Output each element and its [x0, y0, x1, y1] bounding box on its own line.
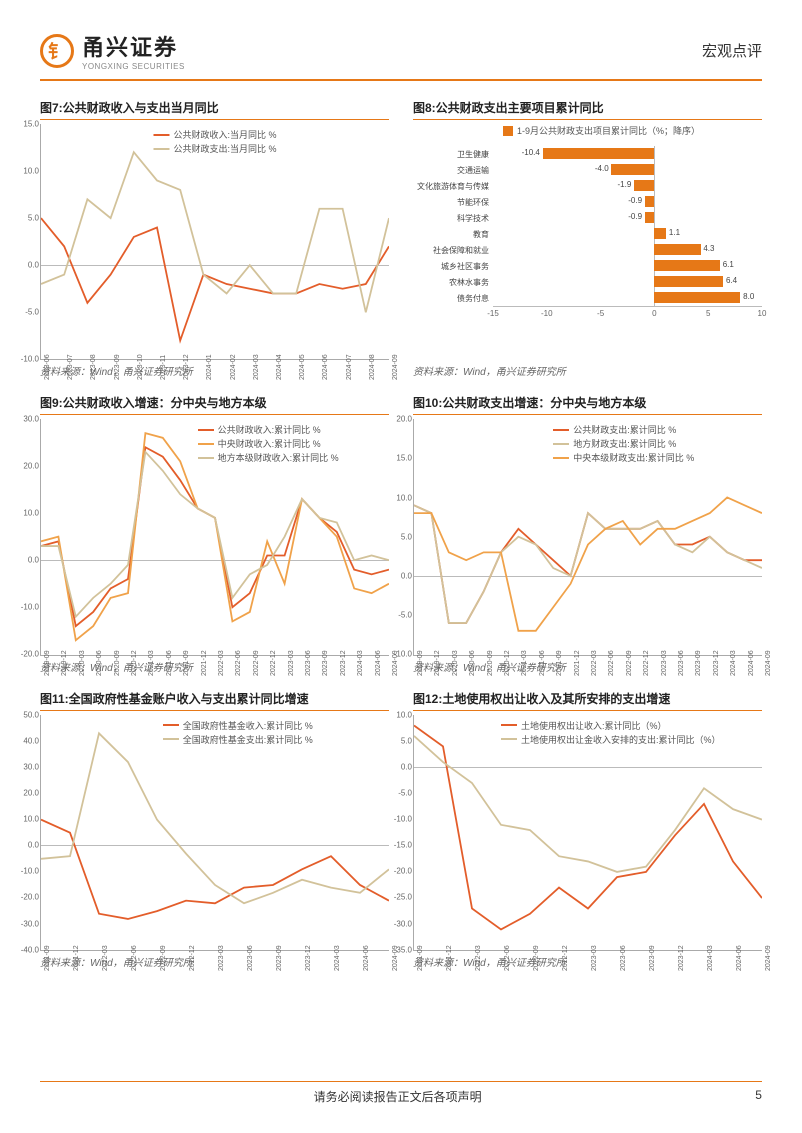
chart-source: 资料来源：Wind，甬兴证券研究所 [413, 659, 762, 674]
chart-title: 图11:全国政府性基金账户收入与支出累计同比增速 [40, 690, 389, 711]
chart-10: 图10:公共财政支出增速：分中央与地方本级 -10.0-5.00.05.010.… [413, 394, 762, 673]
chart-8: 图8:公共财政支出主要项目累计同比 1-9月公共财政支出项目累计同比（%；降序）… [413, 99, 762, 378]
footer-page-number: 5 [755, 1088, 762, 1105]
page-header: 钅 甬兴证券 YONGXING SECURITIES 宏观点评 [40, 30, 762, 81]
chart-title: 图12:土地使用权出让收入及其所安排的支出增速 [413, 690, 762, 711]
logo-text-en: YONGXING SECURITIES [82, 62, 185, 71]
chart-body: 1-9月公共财政支出项目累计同比（%；降序）卫生健康-10.4交通运输-4.0文… [413, 124, 762, 360]
chart-source: 资料来源：Wind，甬兴证券研究所 [413, 363, 762, 378]
logo-text-cn: 甬兴证券 [82, 30, 185, 62]
logo: 钅 甬兴证券 YONGXING SECURITIES [40, 30, 185, 71]
logo-icon: 钅 [40, 34, 74, 68]
chart-body: -10.0-5.00.05.010.015.02023-062023-07202… [40, 124, 389, 360]
chart-title: 图7:公共财政收入与支出当月同比 [40, 99, 389, 120]
chart-body: -35.0-30.0-25.0-20.0-15.0-10.0-5.00.05.0… [413, 715, 762, 951]
chart-title: 图9:公共财政收入增速：分中央与地方本级 [40, 394, 389, 415]
chart-12: 图12:土地使用权出让收入及其所安排的支出增速 -35.0-30.0-25.0-… [413, 690, 762, 969]
chart-source: 资料来源：Wind，甬兴证券研究所 [40, 659, 389, 674]
charts-grid: 图7:公共财政收入与支出当月同比 -10.0-5.00.05.010.015.0… [40, 99, 762, 969]
chart-title: 图10:公共财政支出增速：分中央与地方本级 [413, 394, 762, 415]
header-category: 宏观点评 [702, 40, 762, 61]
chart-11: 图11:全国政府性基金账户收入与支出累计同比增速 -40.0-30.0-20.0… [40, 690, 389, 969]
footer-disclaimer: 请务必阅读报告正文后各项声明 [314, 1088, 482, 1105]
page-footer: 请务必阅读报告正文后各项声明 5 [40, 1081, 762, 1105]
chart-7: 图7:公共财政收入与支出当月同比 -10.0-5.00.05.010.015.0… [40, 99, 389, 378]
chart-title: 图8:公共财政支出主要项目累计同比 [413, 99, 762, 120]
chart-9: 图9:公共财政收入增速：分中央与地方本级 -20.0-10.00.010.020… [40, 394, 389, 673]
chart-body: -20.0-10.00.010.020.030.02019-092019-122… [40, 419, 389, 655]
chart-body: -40.0-30.0-20.0-10.00.010.020.030.040.05… [40, 715, 389, 951]
chart-body: -10.0-5.00.05.010.015.020.02019-092019-1… [413, 419, 762, 655]
